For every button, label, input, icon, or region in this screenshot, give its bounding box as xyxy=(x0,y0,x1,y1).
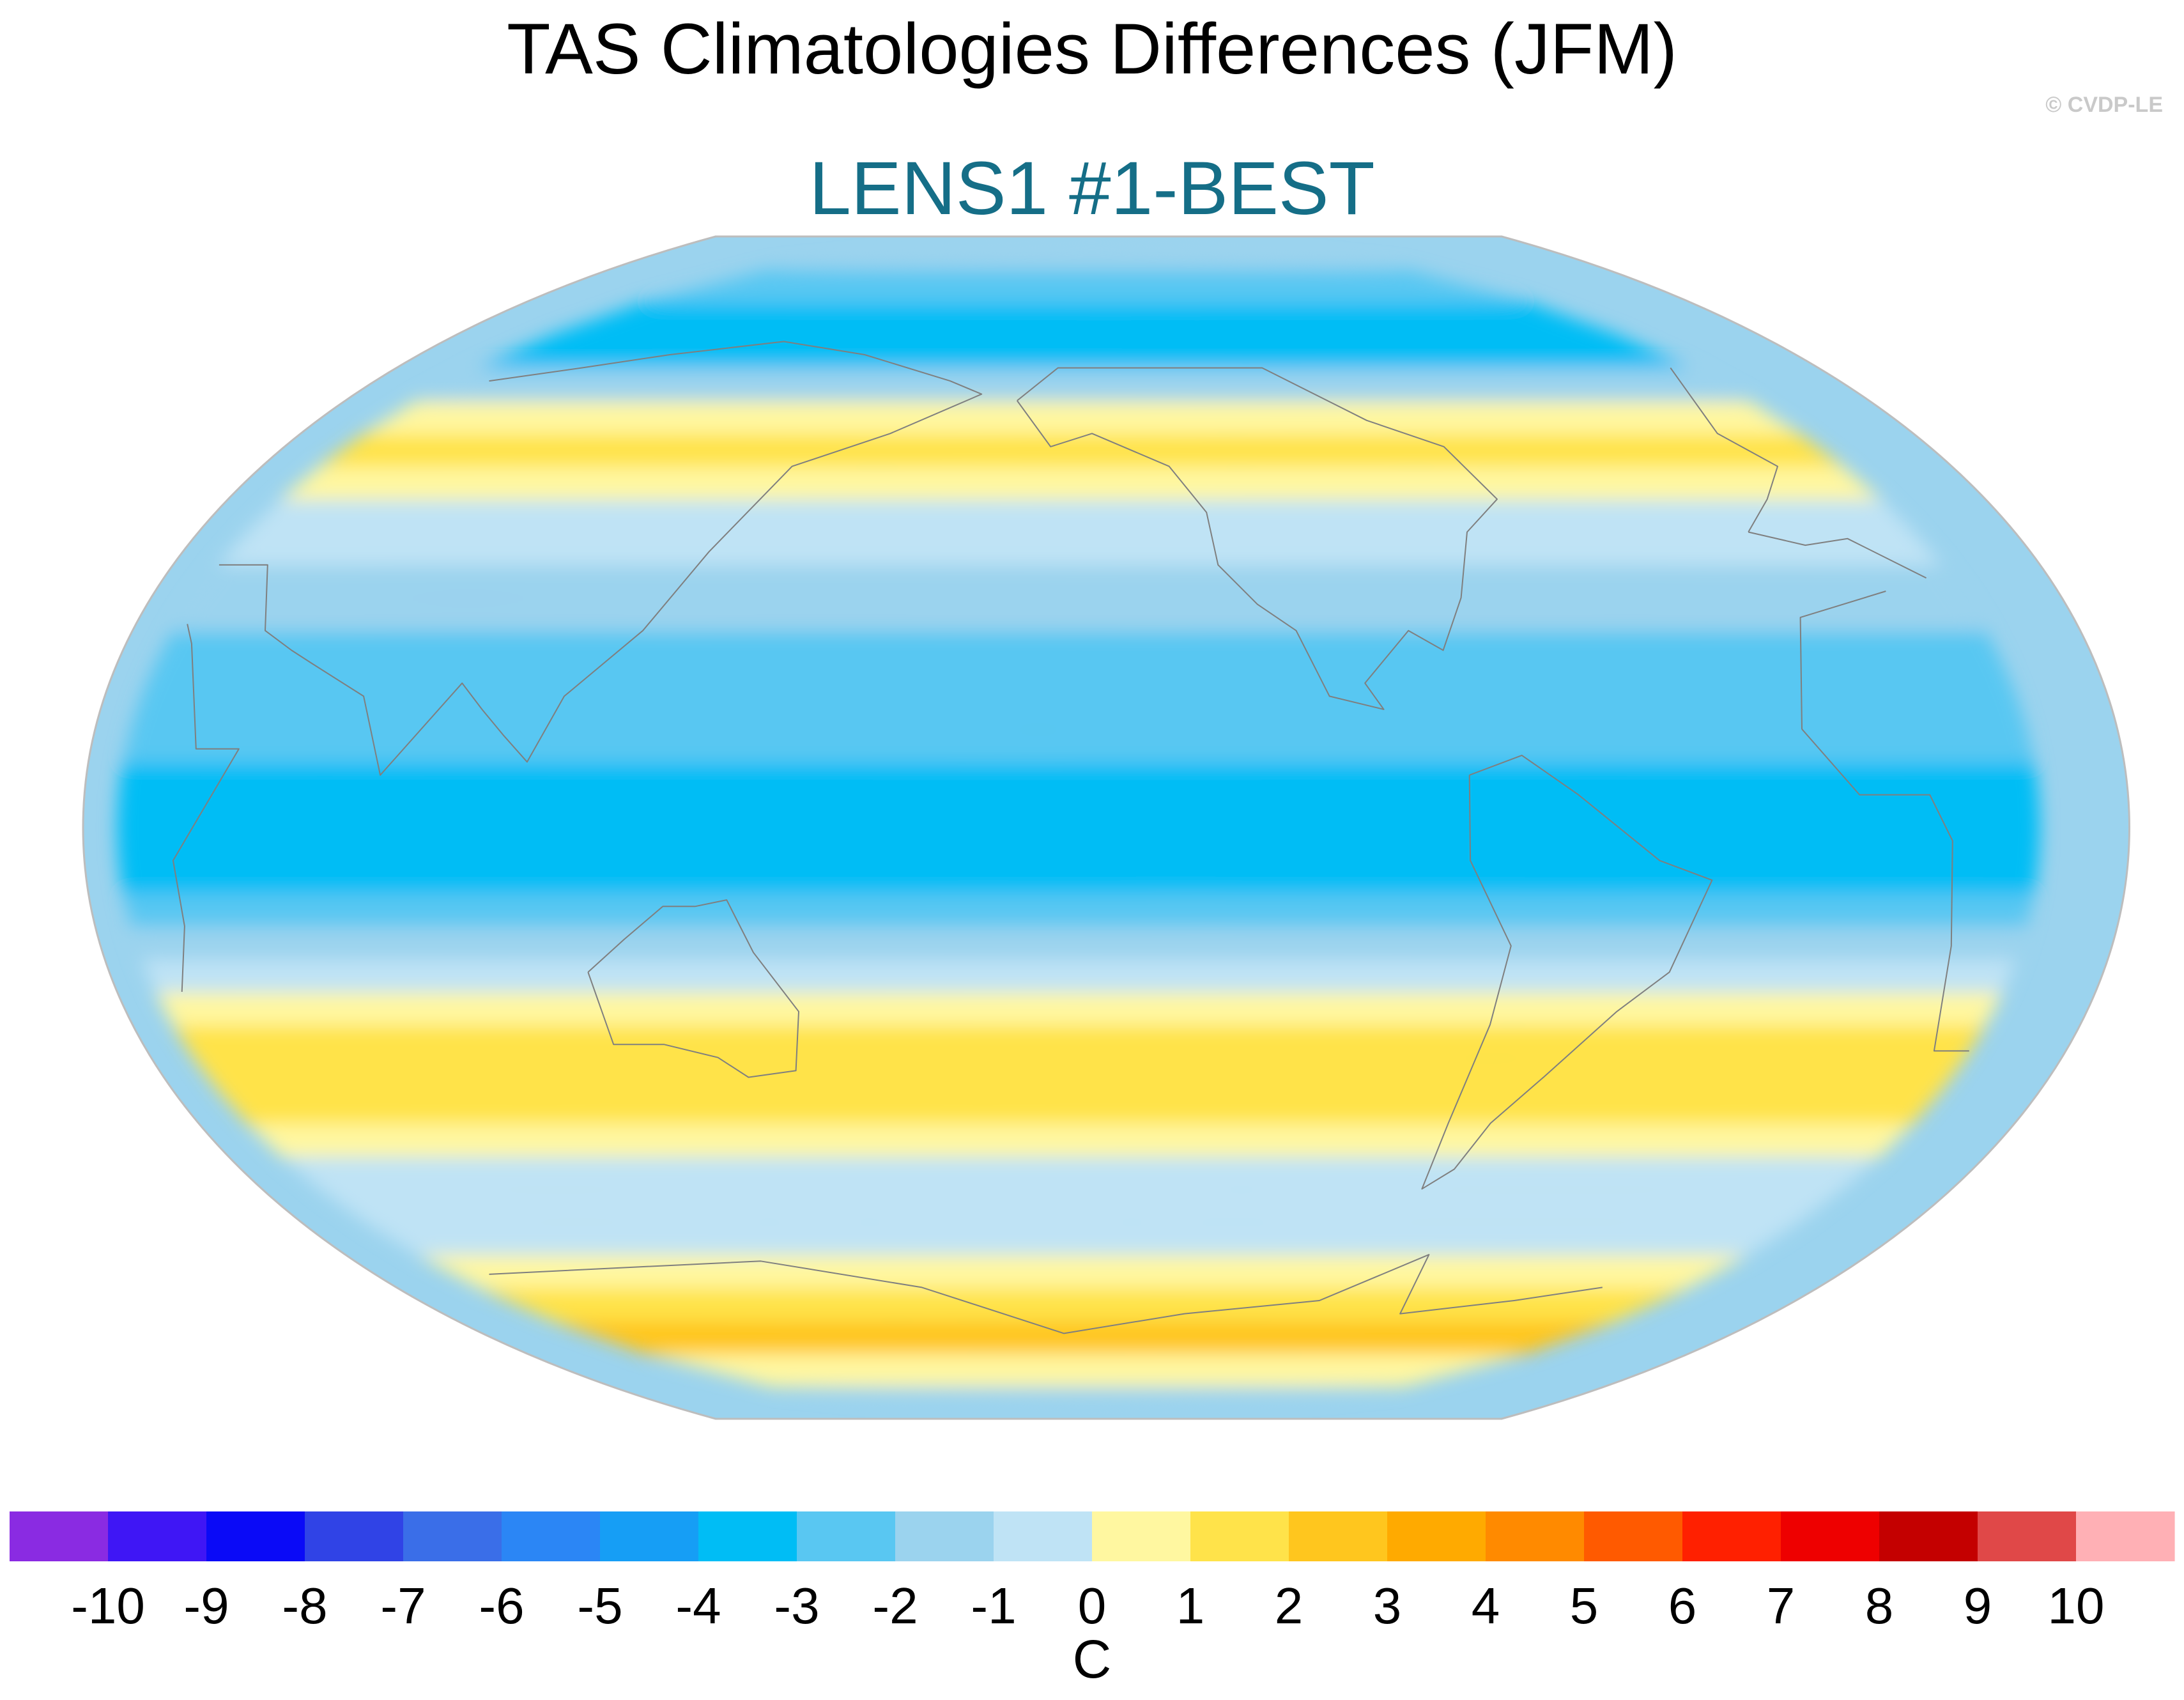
colorbar-tick-label: -4 xyxy=(675,1577,721,1634)
field-cell xyxy=(246,1122,1914,1157)
colorbar-tick-label: 5 xyxy=(1570,1577,1599,1634)
colorbar-swatch xyxy=(1092,1511,1191,1561)
field-cell xyxy=(417,367,1748,401)
panel-subtitle: LENS1 #1-BEST xyxy=(809,146,1374,231)
field-cell xyxy=(645,268,1526,303)
field-cell xyxy=(280,1155,1882,1190)
colorbar-swatch xyxy=(1584,1511,1683,1561)
field-cell xyxy=(116,794,2040,828)
field-cell xyxy=(192,564,1966,599)
colorbar-swatch xyxy=(305,1511,404,1561)
colorbar-tick-label: 6 xyxy=(1668,1577,1697,1634)
colorbar-tick-label: -5 xyxy=(577,1577,622,1634)
map-outline xyxy=(82,235,2130,1420)
colorbar-swatch xyxy=(600,1511,699,1561)
colorbar-swatch xyxy=(10,1511,109,1561)
field-cell xyxy=(192,1056,1966,1092)
map-panel xyxy=(83,236,2130,1419)
colorbar-swatch xyxy=(502,1511,601,1561)
field-cell xyxy=(172,1024,1987,1058)
colorbar-tick-label: 3 xyxy=(1373,1577,1402,1634)
field-cell xyxy=(116,827,2040,862)
colorbar-swatch xyxy=(403,1511,502,1561)
field-cell xyxy=(363,399,1801,435)
field-cell xyxy=(118,761,2039,796)
colorbar-tick-label: -8 xyxy=(282,1577,327,1634)
field-cell xyxy=(141,663,2017,697)
field-cell xyxy=(280,465,1882,500)
colorbar-tick-label: -2 xyxy=(872,1577,918,1634)
colorbar-tick-label: 8 xyxy=(1865,1577,1894,1634)
colorbar-tick-label: -6 xyxy=(479,1577,524,1634)
coast-north-america xyxy=(1016,367,1498,710)
colorbar-tick-label: -3 xyxy=(774,1577,819,1634)
field-cell xyxy=(130,925,2027,960)
colorbar-swatch xyxy=(108,1511,207,1561)
field-cell xyxy=(645,1352,1526,1387)
colorbar-tick-label: 7 xyxy=(1767,1577,1796,1634)
colorbar-tick-label: 1 xyxy=(1176,1577,1205,1634)
field-cell xyxy=(246,498,1914,533)
colorbar-swatch xyxy=(994,1511,1093,1561)
field-cell xyxy=(130,695,2027,730)
colorbar-swatch xyxy=(1682,1511,1781,1561)
colorbar-tick-label: -7 xyxy=(380,1577,426,1634)
colorbar-swatch xyxy=(1879,1511,1978,1561)
colorbar-unit-label: C xyxy=(1073,1629,1112,1689)
field-cell xyxy=(363,1221,1801,1256)
colorbar-tick-label: 2 xyxy=(1275,1577,1303,1634)
field-cell xyxy=(479,1287,1688,1321)
colorbar-tick-label: 0 xyxy=(1078,1577,1107,1634)
colorbar-swatch xyxy=(698,1511,797,1561)
field-cell xyxy=(417,1254,1748,1288)
colorbar-swatch xyxy=(2076,1511,2175,1561)
chart-title: TAS Climatologies Differences (JFM) xyxy=(507,9,1677,89)
colorbar-swatch xyxy=(1486,1511,1585,1561)
colorbar-swatch xyxy=(895,1511,994,1561)
coast-africa xyxy=(172,591,1969,1052)
colorbar-swatch xyxy=(1387,1511,1486,1561)
coast-australia xyxy=(587,899,799,1078)
field-cell xyxy=(172,597,1987,631)
coast-antarctica xyxy=(489,1254,1603,1334)
temperature-field xyxy=(116,236,2040,1419)
colorbar: -10 -9 -8 -7 -6 -5 -4 -3 -2 -1 0 1 2 3 4 5 6 7 8 9 10 xyxy=(10,1511,2175,1634)
colorbar-swatch xyxy=(1190,1511,1289,1561)
colorbar-tick-label: 10 xyxy=(2048,1577,2105,1634)
field-cell xyxy=(771,236,1404,270)
field-cell xyxy=(553,301,1616,336)
field-cell xyxy=(553,1319,1616,1354)
colorbar-swatch xyxy=(206,1511,305,1561)
field-cell xyxy=(123,892,2034,927)
field-cell xyxy=(217,531,1942,566)
colorbar-tick-label: -1 xyxy=(971,1577,1016,1634)
field-cell xyxy=(155,630,2003,665)
coast-south-america xyxy=(1421,754,1713,1190)
coast-eurasia xyxy=(219,341,1927,776)
colorbar-tick-label: 4 xyxy=(1472,1577,1500,1634)
colorbar-swatch xyxy=(1978,1511,2077,1561)
field-cell xyxy=(217,1090,1942,1124)
field-cell xyxy=(479,334,1688,369)
field-cell xyxy=(141,958,2017,993)
credit-text: © CVDP-LE xyxy=(2045,93,2163,117)
colorbar-tick-label: -10 xyxy=(71,1577,145,1634)
colorbar-swatch xyxy=(797,1511,896,1561)
colorbar-tick-label: 9 xyxy=(1964,1577,1992,1634)
field-cell xyxy=(155,991,2003,1026)
coastlines xyxy=(172,341,1969,1334)
field-cell xyxy=(318,433,1844,467)
colorbar-tick-label: -9 xyxy=(183,1577,229,1634)
colorbar-swatch xyxy=(1289,1511,1388,1561)
field-cell xyxy=(318,1188,1844,1223)
field-cell xyxy=(118,860,2039,894)
field-cell xyxy=(123,728,2034,763)
colorbar-swatch xyxy=(1781,1511,1880,1561)
